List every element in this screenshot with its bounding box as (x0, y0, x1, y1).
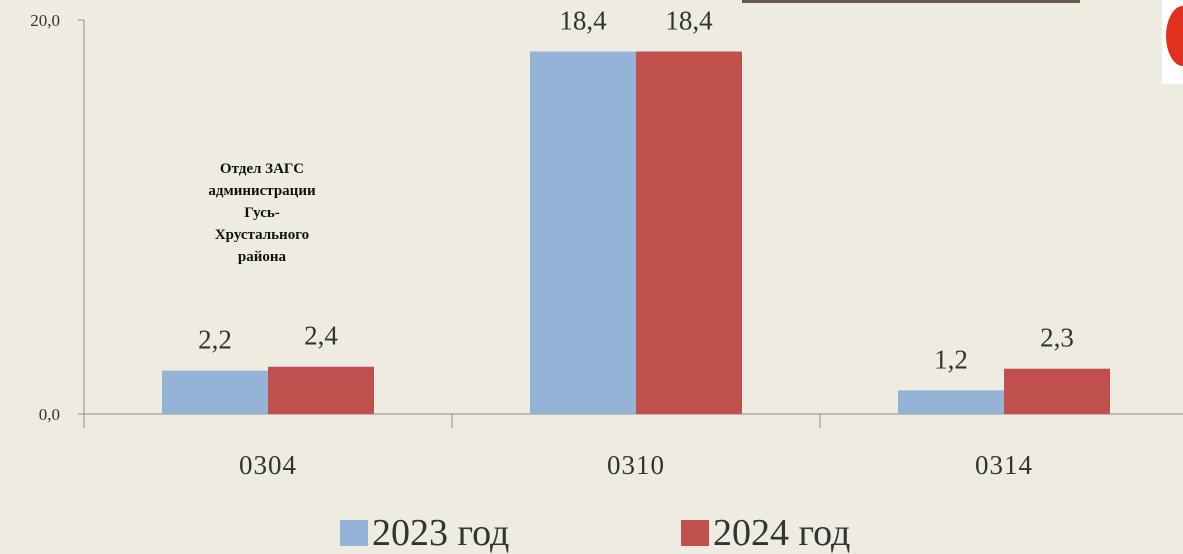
annotation-line: Гусь- (244, 205, 280, 221)
bar (1004, 368, 1110, 414)
legend-label: 2023 год (372, 512, 509, 554)
emblem-logo (1162, 0, 1183, 84)
data-label: 2,4 (304, 321, 338, 351)
bar (268, 366, 374, 414)
background-photo-edge (742, 0, 1080, 3)
annotation-line: Отдел ЗАГС (220, 161, 304, 177)
x-tick-label: 0304 (239, 450, 297, 480)
x-tick-label: 0310 (607, 450, 665, 480)
y-tick-label: 0,0 (39, 405, 60, 424)
data-label: 2,2 (198, 325, 232, 355)
legend-swatch (681, 520, 709, 546)
x-tick-label: 0314 (975, 450, 1033, 480)
data-label: 18,4 (665, 6, 713, 36)
data-label: 1,2 (934, 344, 968, 374)
legend-swatch (340, 520, 368, 546)
bar (162, 370, 268, 414)
legend-label: 2024 год (713, 512, 850, 554)
annotation-line: Хрустального (215, 227, 309, 243)
bar (530, 51, 636, 415)
annotation-line: района (238, 249, 287, 265)
data-label: 2,3 (1040, 323, 1074, 353)
bar (898, 390, 1004, 414)
y-tick-label: 20,0 (30, 11, 60, 30)
bar (636, 51, 742, 415)
annotation-line: администрации (208, 183, 316, 199)
data-label: 18,4 (559, 6, 607, 36)
